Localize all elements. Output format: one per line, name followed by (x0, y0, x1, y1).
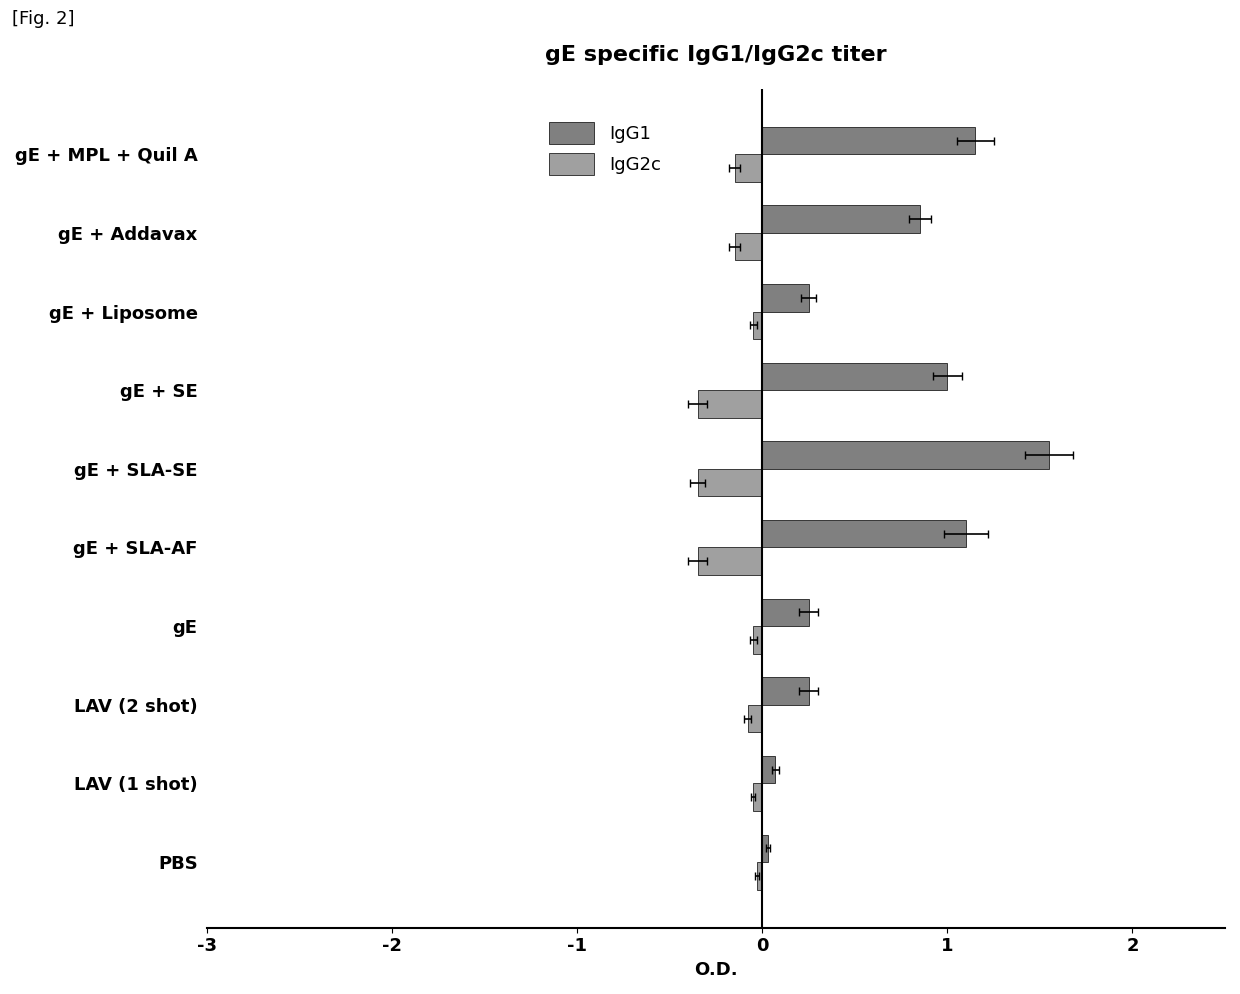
Text: [Fig. 2]: [Fig. 2] (12, 10, 74, 28)
Bar (763, 363, 947, 391)
Bar (748, 705, 763, 733)
Bar (698, 469, 763, 496)
Bar (698, 391, 763, 417)
Bar (735, 233, 763, 260)
Bar (753, 311, 763, 339)
Bar (753, 626, 763, 654)
Bar (698, 548, 763, 575)
Bar (753, 783, 763, 811)
Bar (763, 598, 808, 626)
Bar (763, 206, 920, 233)
Bar (756, 862, 763, 890)
Bar (763, 284, 808, 311)
Legend: IgG1, IgG2c: IgG1, IgG2c (542, 114, 668, 182)
Bar (763, 677, 808, 705)
Bar (763, 441, 1049, 469)
Bar (763, 127, 975, 154)
Bar (763, 835, 768, 862)
Bar (735, 154, 763, 182)
Bar (763, 755, 775, 783)
Title: gE specific IgG1/IgG2c titer: gE specific IgG1/IgG2c titer (546, 45, 887, 65)
X-axis label: O.D.: O.D. (694, 961, 738, 979)
Bar (763, 520, 966, 548)
